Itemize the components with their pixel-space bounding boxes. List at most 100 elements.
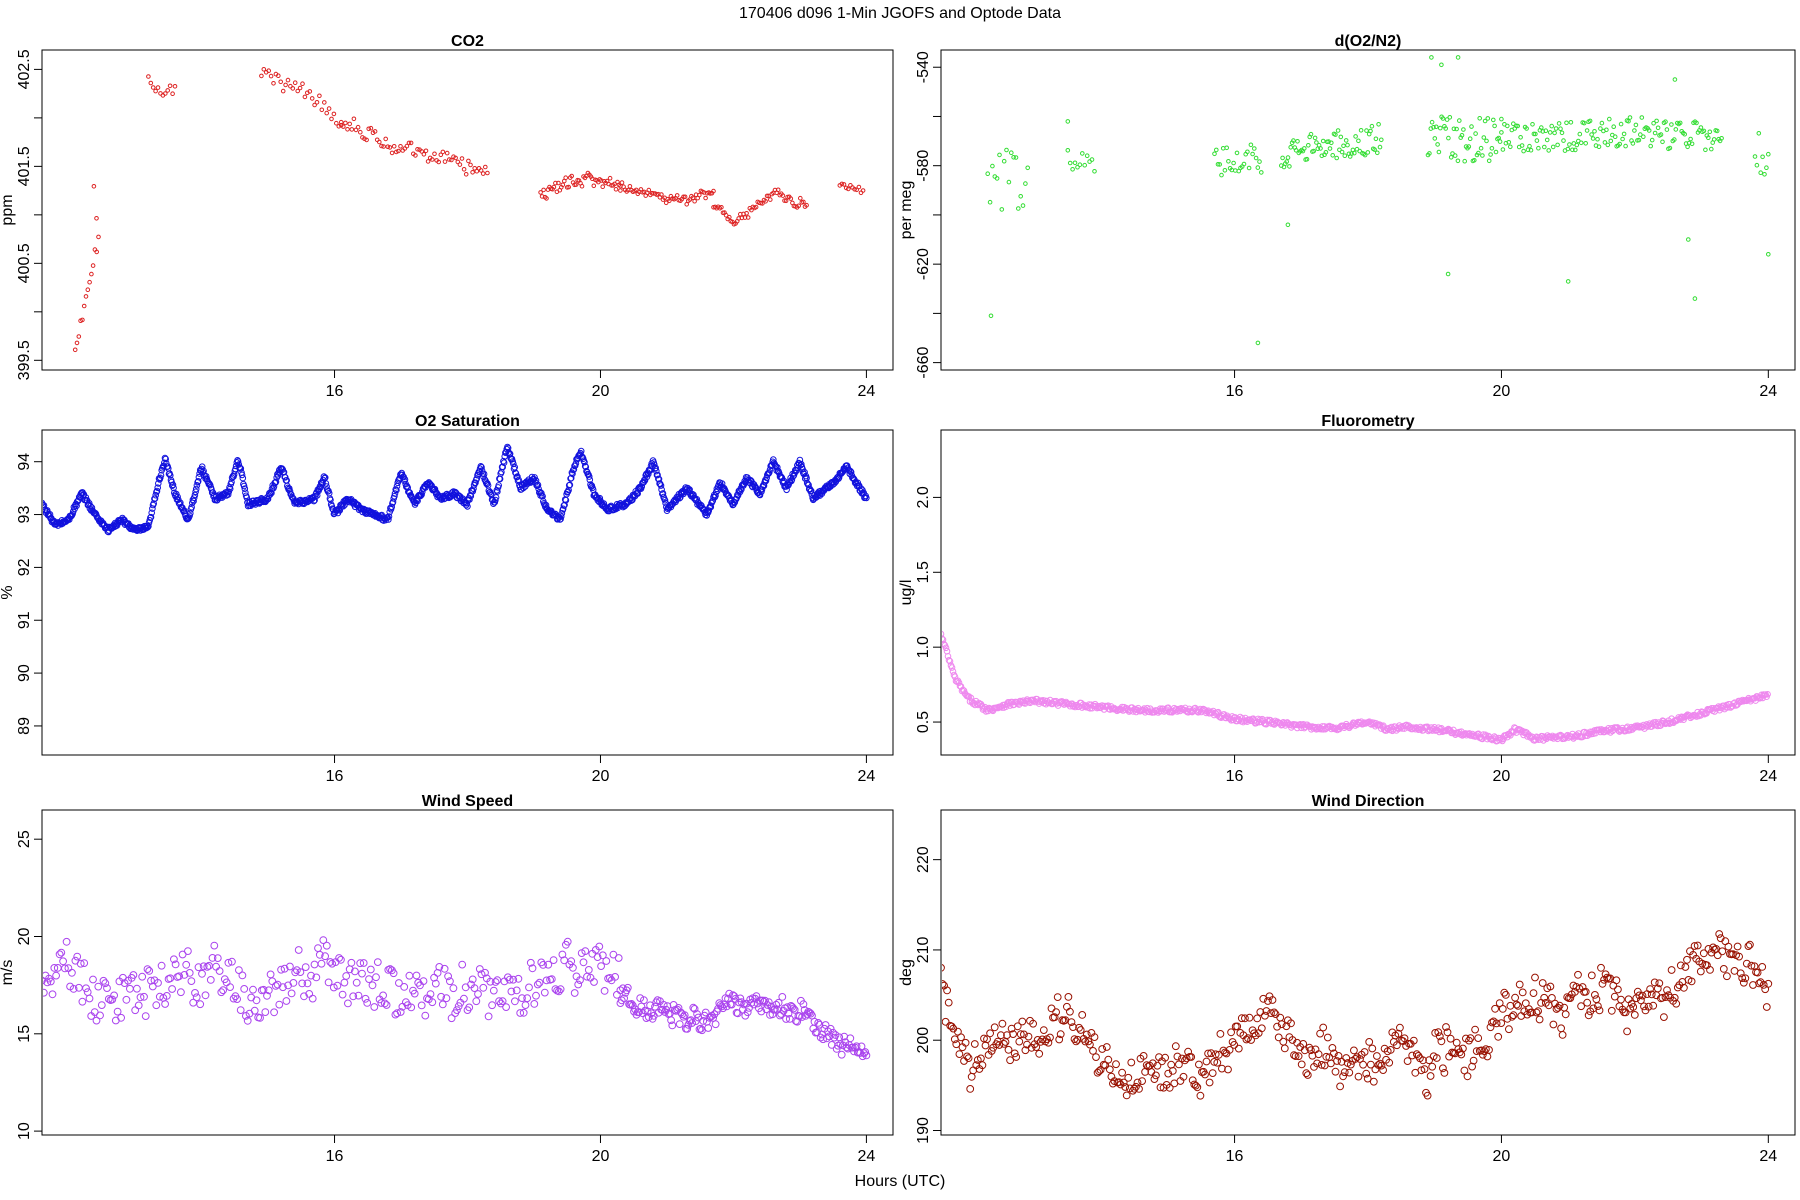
- data-point: [1528, 147, 1534, 153]
- data-point: [556, 180, 561, 186]
- data-point: [1276, 1013, 1285, 1022]
- data-point: [331, 111, 337, 117]
- data-point: [185, 969, 194, 977]
- data-point: [1608, 138, 1614, 144]
- data-point: [801, 199, 806, 205]
- data-point: [358, 969, 366, 978]
- data-point: [196, 1000, 205, 1009]
- data-point: [1454, 126, 1459, 132]
- data-point: [815, 1020, 824, 1029]
- data-point: [1451, 126, 1457, 132]
- data-point: [1478, 145, 1484, 151]
- data-point: [717, 1002, 726, 1011]
- data-point: [1333, 1057, 1341, 1065]
- data-point: [1339, 149, 1345, 155]
- data-point: [1241, 161, 1247, 167]
- data-point: [405, 971, 414, 980]
- data-point: [1290, 1051, 1298, 1059]
- data-point: [719, 1004, 727, 1013]
- data-point: [374, 137, 380, 143]
- data-point: [623, 983, 632, 992]
- data-point: [72, 347, 78, 353]
- data-point: [1446, 1034, 1455, 1043]
- data-point: [89, 975, 97, 984]
- data-point: [237, 465, 245, 472]
- data-point: [1764, 691, 1771, 698]
- data-point: [250, 1006, 259, 1015]
- data-point: [1554, 1003, 1562, 1012]
- data-point: [146, 517, 153, 524]
- data-point: [1640, 1002, 1648, 1011]
- data-point: [1764, 979, 1773, 988]
- data-point: [1508, 1012, 1516, 1021]
- data-point: [491, 978, 500, 986]
- data-point: [391, 493, 398, 500]
- data-point: [1303, 1071, 1312, 1079]
- data-point: [1121, 1083, 1130, 1091]
- data-point: [1603, 973, 1611, 982]
- data-point: [1337, 1057, 1346, 1066]
- data-point: [736, 994, 745, 1003]
- data-point: [1762, 1003, 1771, 1011]
- y-tick-label: 1.0: [915, 636, 932, 658]
- data-point: [464, 503, 471, 510]
- data-point: [826, 1024, 835, 1033]
- data-point: [569, 963, 577, 972]
- data-point: [1759, 981, 1768, 989]
- data-point: [266, 68, 272, 73]
- data-point: [967, 1072, 976, 1081]
- data-point: [1491, 1004, 1499, 1013]
- data-point: [1020, 203, 1026, 208]
- data-point: [1762, 172, 1767, 177]
- data-point: [1630, 141, 1636, 146]
- data-point: [194, 478, 202, 485]
- data-point: [1694, 120, 1699, 126]
- data-point: [1649, 137, 1655, 143]
- data-point: [1046, 1033, 1054, 1042]
- data-point: [1658, 132, 1664, 137]
- data-point: [1638, 991, 1647, 1000]
- data-point: [1013, 1022, 1022, 1031]
- data-point: [1565, 146, 1571, 152]
- data-point: [144, 524, 151, 531]
- data-point: [636, 994, 645, 1002]
- data-point: [1452, 153, 1458, 158]
- data-point: [1530, 122, 1535, 127]
- data-point: [498, 997, 507, 1006]
- data-point: [1494, 1032, 1503, 1041]
- data-point: [1755, 979, 1763, 988]
- data-point: [379, 143, 384, 149]
- data-point: [366, 965, 375, 974]
- data-point: [510, 460, 517, 468]
- data-point: [470, 170, 475, 175]
- data-point: [192, 488, 199, 496]
- data-point: [596, 494, 604, 502]
- data-point: [1518, 988, 1527, 997]
- data-point: [1318, 146, 1323, 151]
- data-point: [1215, 162, 1221, 167]
- data-point: [1274, 1033, 1283, 1042]
- y-tick-label: 93: [16, 506, 33, 524]
- data-point: [1633, 122, 1639, 128]
- data-point: [1587, 118, 1593, 124]
- y-tick-label: 399.5: [16, 340, 33, 380]
- data-point: [1066, 1007, 1074, 1016]
- data-point: [1015, 1037, 1024, 1046]
- data-point: [364, 137, 369, 143]
- data-point: [57, 948, 66, 957]
- data-point: [310, 497, 318, 505]
- data-point: [960, 687, 968, 695]
- data-point: [1280, 1044, 1289, 1053]
- data-point: [1614, 985, 1622, 994]
- data-point: [1280, 155, 1285, 161]
- data-point: [1557, 1024, 1565, 1033]
- data-point: [1646, 128, 1652, 133]
- data-point: [1313, 726, 1320, 733]
- data-point: [1750, 962, 1759, 971]
- data-point: [1009, 150, 1014, 155]
- data-point: [81, 303, 87, 309]
- data-point: [1486, 1023, 1495, 1032]
- data-point: [1004, 147, 1009, 153]
- data-point: [1629, 1003, 1638, 1011]
- data-point: [125, 984, 134, 993]
